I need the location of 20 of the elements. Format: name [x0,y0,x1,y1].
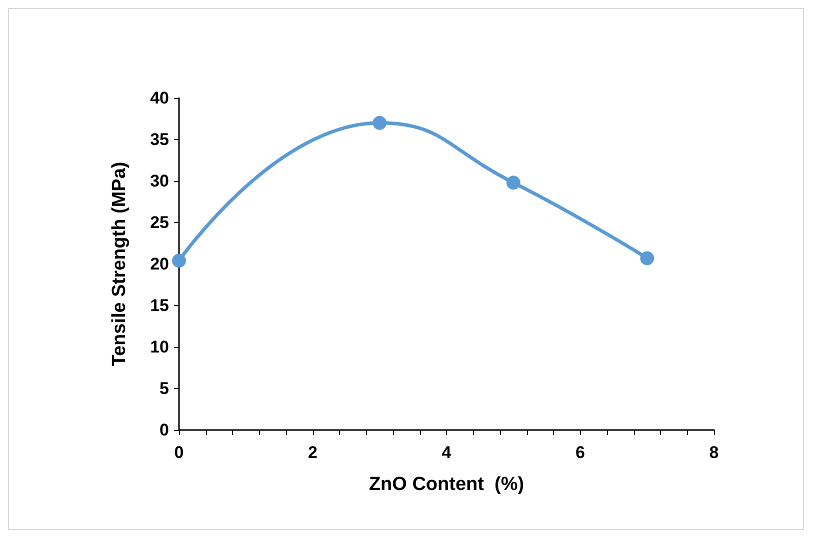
y-tick-label: 40 [150,88,169,108]
point [640,251,654,266]
x-axis-title: ZnO Content (%) [368,474,524,495]
x-tick-label: 0 [174,443,184,462]
y-tick-label: 10 [150,338,169,356]
y-tick-label: 25 [150,213,169,232]
y-tick-label: 20 [150,254,169,274]
y-tick-label: 5 [160,379,169,398]
y-tick-label: 35 [150,130,169,149]
y-tick-label: 30 [150,172,169,190]
x-tick-label: 4 [442,443,452,462]
y-tick-label: 0 [160,420,169,440]
point [372,116,387,130]
y-axis-title: Tensile Strength (MPa) [109,162,130,366]
x-tick-label: 6 [576,443,585,462]
x-tick-label: 2 [308,443,318,462]
point [172,254,186,268]
y-tick-label: 15 [150,296,169,315]
x-tick-label: 8 [709,443,719,462]
point [506,176,520,190]
